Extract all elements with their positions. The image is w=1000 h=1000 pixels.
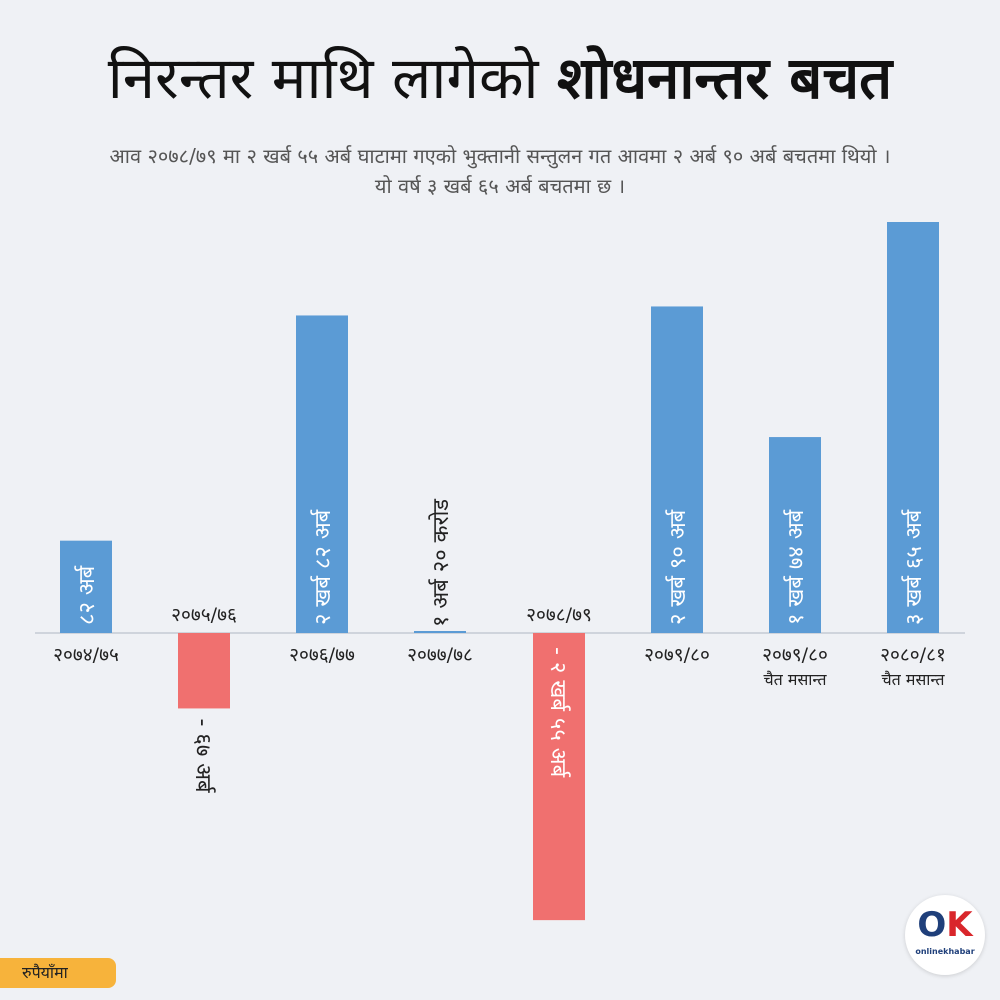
category-label: २०७९/८० <box>644 644 710 666</box>
value-label: १ खर्ब ७४ अर्ब <box>783 509 809 625</box>
value-label: ८२ अर्ब <box>74 565 100 625</box>
bar <box>178 633 230 709</box>
category-label: २०७८/७९ <box>526 604 592 626</box>
logo-mark: OK <box>905 905 985 945</box>
bar <box>60 540 112 633</box>
category-label: २०७९/८० <box>762 644 828 666</box>
value-label: - २ खर्ब ५५ अर्ब <box>545 647 571 778</box>
subtitle-line-1: आव २०७८/७९ मा २ खर्ब ५५ अर्ब घाटामा गएको… <box>109 144 891 168</box>
onlinekhabar-logo[interactable]: OK onlinekhabar <box>905 895 985 975</box>
logo-text: onlinekhabar <box>915 947 975 956</box>
title-regular: निरन्तर माथि लागेको <box>107 44 539 112</box>
category-label: चैत मसान्त <box>764 670 828 689</box>
value-label: २ खर्ब ८२ अर्ब <box>310 509 336 625</box>
value-label: ३ खर्ब ६५ अर्ब <box>901 509 927 625</box>
category-label: २०७४/७५ <box>53 644 119 666</box>
category-label: चैत मसान्त <box>882 670 946 689</box>
value-label: २ खर्ब ९० अर्ब <box>665 509 691 625</box>
bar <box>533 633 585 921</box>
subtitle-line-2: यो वर्ष ३ खर्ब ६५ अर्ब बचतमा छ । <box>374 174 626 198</box>
bar <box>651 306 703 633</box>
bar <box>887 222 939 633</box>
logo-mark-o: O <box>917 905 947 945</box>
value-label: १ अर्ब २० करोड <box>428 499 454 627</box>
title-bold: शोधनान्तर बचत <box>557 44 893 112</box>
bar <box>769 437 821 633</box>
category-label: २०७७/७८ <box>407 644 473 666</box>
unit-badge: रुपैयाँमा <box>0 958 116 988</box>
category-label: २०७६/७७ <box>289 644 355 666</box>
bar <box>414 631 466 633</box>
page-title: निरन्तर माथि लागेको शोधनान्तर बचत <box>0 38 1000 118</box>
category-label: २०८०/८१ <box>880 644 946 666</box>
category-label: २०७५/७६ <box>171 604 237 626</box>
bar <box>296 315 348 633</box>
value-label: - ६७ अर्ब <box>190 718 216 793</box>
logo-mark-k: K <box>946 905 973 945</box>
